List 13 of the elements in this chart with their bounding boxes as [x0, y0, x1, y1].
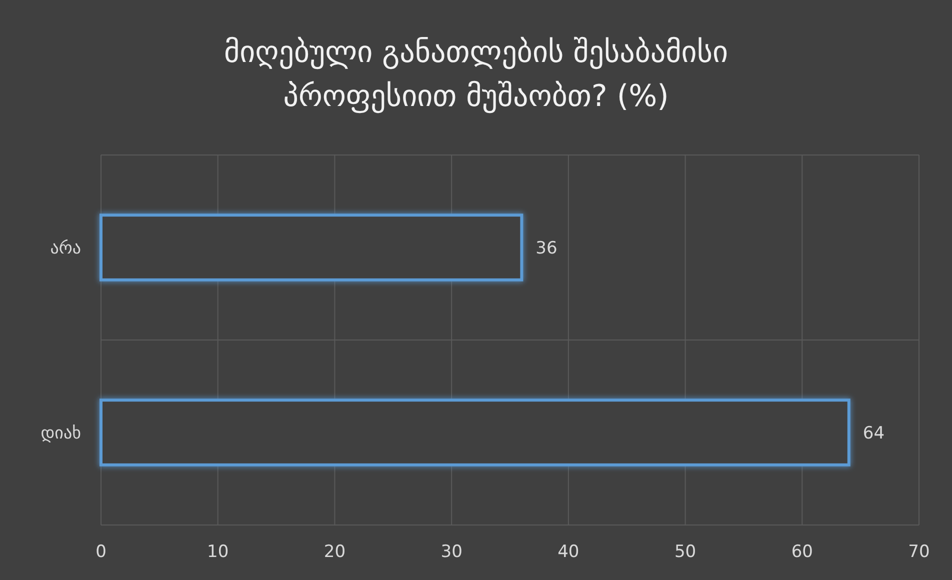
- chart-title: მიღებული განათლების შესაბამისი პროფესიით მუშაობთ? (%): [224, 35, 728, 114]
- x-tick-label: 10: [207, 542, 229, 562]
- x-tick-label: 20: [324, 542, 346, 562]
- y-tick-label: დიახ: [40, 423, 82, 444]
- x-tick-label: 40: [558, 542, 580, 562]
- x-tick-label: 30: [440, 542, 462, 562]
- x-tick-label: 50: [674, 542, 696, 562]
- y-tick-label: არა: [50, 238, 81, 258]
- x-tick-label: 60: [791, 542, 813, 562]
- data-label: 64: [862, 423, 885, 444]
- x-tick-label: 70: [908, 542, 930, 562]
- x-tick-label: 0: [96, 542, 106, 562]
- data-label: 36: [536, 238, 558, 258]
